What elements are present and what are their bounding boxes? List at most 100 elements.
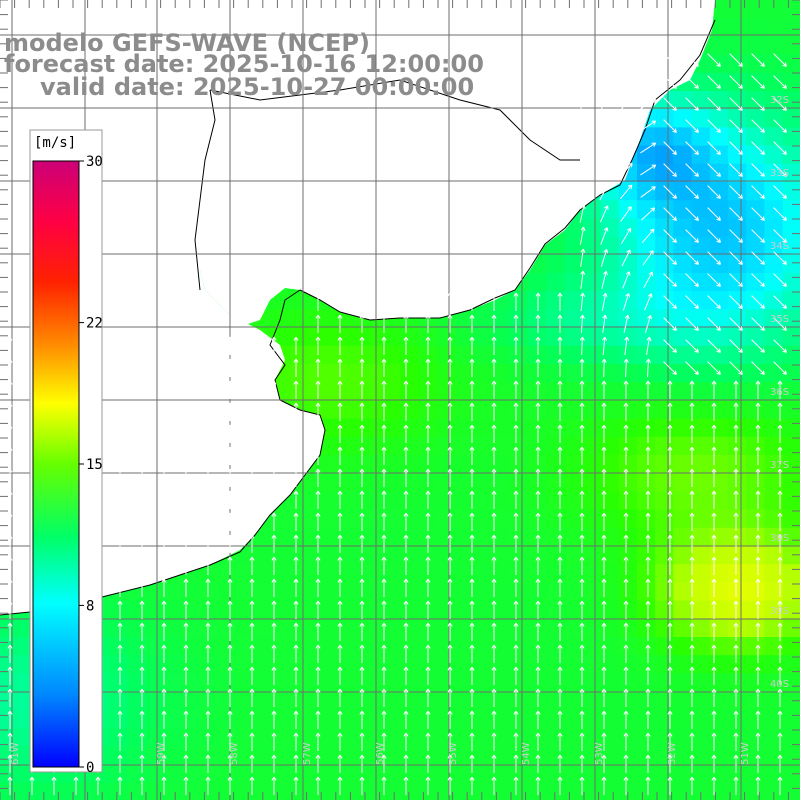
speed-cell — [728, 182, 747, 201]
speed-cell — [127, 728, 147, 747]
speed-cell — [691, 182, 711, 201]
wind-arrow — [645, 534, 651, 553]
wind-arrow — [139, 490, 145, 509]
wind-arrow — [689, 534, 695, 553]
speed-cell — [127, 764, 147, 784]
speed-cell — [345, 618, 365, 638]
speed-cell — [655, 527, 674, 547]
speed-cell — [691, 582, 711, 602]
speed-cell — [728, 600, 747, 620]
wind-arrow — [600, 227, 609, 245]
speed-cell — [546, 564, 565, 583]
wind-arrow — [117, 468, 123, 487]
speed-cell — [728, 291, 747, 310]
wind-arrow — [640, 98, 657, 110]
wind-arrow — [7, 666, 13, 685]
speed-cell — [273, 618, 292, 638]
speed-cell — [527, 473, 547, 492]
speed-cell — [109, 673, 128, 693]
wind-arrow — [773, 361, 787, 375]
speed-cell — [327, 382, 347, 401]
speed-cell — [764, 509, 784, 529]
speed-cell — [364, 582, 383, 602]
speed-cell — [400, 618, 420, 638]
speed-cell — [764, 691, 784, 711]
speed-cell — [546, 254, 565, 274]
speed-cell — [746, 127, 765, 147]
wind-arrow — [381, 446, 387, 465]
speed-cell — [145, 618, 165, 638]
speed-cell — [600, 527, 620, 547]
wind-arrow — [755, 754, 761, 773]
speed-cell — [764, 218, 784, 238]
speed-cell — [782, 273, 800, 292]
speed-cell — [655, 764, 674, 784]
speed-cell — [746, 200, 765, 219]
wind-arrow — [469, 644, 475, 663]
speed-cell — [655, 418, 674, 438]
speed-cell — [145, 673, 165, 693]
speed-cell — [309, 782, 329, 800]
speed-cell — [364, 709, 383, 729]
wind-arrow — [645, 358, 651, 378]
speed-cell — [491, 637, 511, 656]
wind-arrow — [139, 776, 145, 795]
speed-cell — [673, 273, 693, 292]
wind-arrow — [599, 183, 609, 201]
wind-arrow — [729, 185, 743, 199]
speed-cell — [436, 564, 456, 583]
speed-cell — [618, 400, 638, 420]
wind-arrow — [777, 578, 783, 597]
speed-cell — [782, 163, 800, 183]
speed-cell — [637, 600, 656, 620]
speed-cell — [673, 582, 693, 602]
speed-cell — [182, 655, 201, 674]
wind-arrow — [469, 534, 475, 553]
wind-arrow — [755, 556, 761, 575]
speed-cell — [600, 236, 620, 256]
speed-cell — [582, 309, 602, 329]
speed-cell — [764, 709, 784, 729]
wind-arrow — [755, 644, 761, 663]
speed-cell — [400, 491, 420, 511]
speed-cell — [582, 218, 602, 238]
wind-arrow — [293, 402, 299, 421]
wind-arrow — [359, 666, 365, 685]
speed-cell — [436, 655, 456, 674]
wind-arrow — [249, 754, 255, 773]
speed-cell — [473, 309, 492, 329]
speed-cell — [254, 546, 274, 565]
speed-cell — [273, 764, 292, 784]
wind-arrow — [117, 644, 123, 663]
speed-cell — [364, 564, 383, 583]
speed-cell — [254, 527, 274, 547]
wind-arrow — [183, 666, 189, 685]
speed-cell — [327, 546, 347, 565]
speed-cell — [746, 746, 765, 765]
wind-arrow — [359, 732, 365, 751]
speed-cell — [637, 637, 656, 656]
speed-cell — [746, 764, 765, 784]
speed-cell — [527, 655, 547, 674]
wind-arrow — [469, 380, 475, 399]
wind-arrow — [381, 534, 387, 553]
wind-arrow — [689, 424, 695, 443]
wind-arrow — [579, 622, 585, 641]
wind-arrow — [293, 424, 299, 443]
speed-cell — [273, 509, 292, 529]
speed-cell — [109, 655, 128, 674]
wind-arrow — [601, 358, 607, 378]
speed-cell — [637, 327, 656, 347]
wind-arrow — [729, 251, 743, 265]
wind-arrow — [689, 754, 695, 773]
lon-label: 51W — [740, 742, 751, 765]
speed-cell — [618, 618, 638, 638]
wind-arrow — [425, 336, 431, 355]
wind-arrow — [751, 207, 765, 221]
speed-cell — [436, 509, 456, 529]
speed-cell — [455, 546, 474, 565]
speed-cell — [600, 564, 620, 583]
wind-arrow — [271, 578, 277, 597]
speed-cell — [345, 491, 365, 511]
speed-cell — [491, 364, 511, 383]
